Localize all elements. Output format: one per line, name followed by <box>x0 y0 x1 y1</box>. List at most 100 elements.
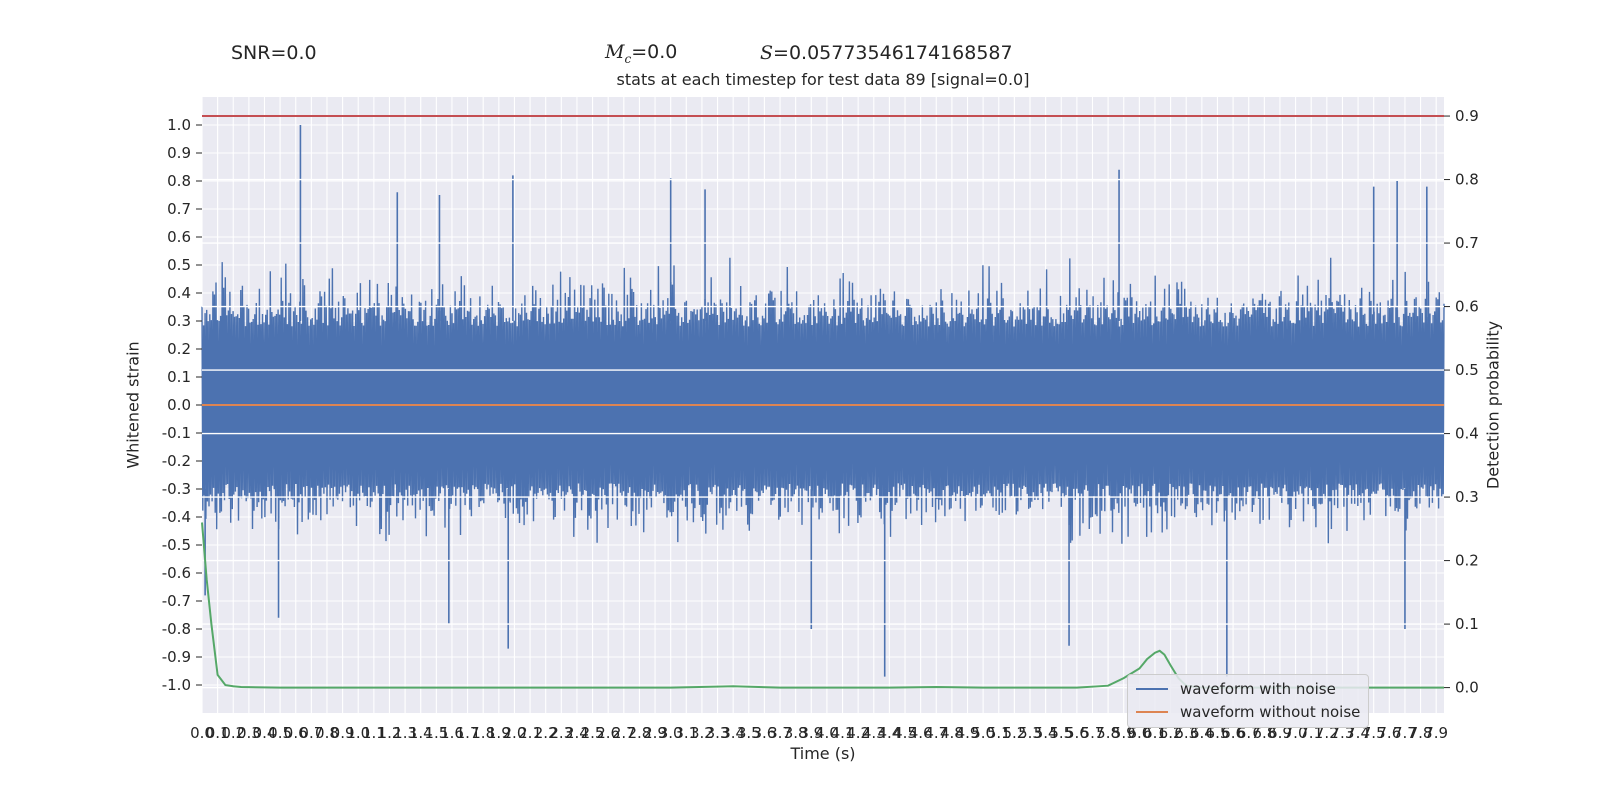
y-tick-label-right: 0.9 <box>1455 107 1479 125</box>
x-tick-label: 1.7 <box>456 724 480 742</box>
x-tick-label: 0.3 <box>237 724 261 742</box>
x-tick-label: 0.9 <box>331 724 355 742</box>
legend-item-with-noise: waveform with noise <box>1136 679 1336 699</box>
x-tick-label: 7.1 <box>1299 724 1323 742</box>
x-tick-label: 2.9 <box>643 724 667 742</box>
x-tick-label: 0.4 <box>253 724 277 742</box>
y-tick-label-left: -0.3 <box>162 480 191 498</box>
y-tick-label-left: -0.5 <box>162 536 191 554</box>
y-tick-label-left: -0.2 <box>162 452 191 470</box>
x-tick-label: 5.7 <box>1081 724 1105 742</box>
x-tick-label: 6.9 <box>1268 724 1292 742</box>
x-tick-label: 7.4 <box>1346 724 1370 742</box>
x-tick-label: 7.6 <box>1377 724 1401 742</box>
x-tick-label: 0.7 <box>299 724 323 742</box>
x-tick-label: 4.3 <box>862 724 886 742</box>
x-tick-label: 3.7 <box>768 724 792 742</box>
x-tick-label: 3.8 <box>784 724 808 742</box>
y-tick-label-left: 0.7 <box>167 200 191 218</box>
x-tick-label: 2.8 <box>628 724 652 742</box>
y-tick-label-left: -0.1 <box>162 424 191 442</box>
legend-label-without-noise: waveform without noise <box>1180 703 1361 721</box>
tick-labels: 0.00.10.20.30.40.50.60.70.80.91.01.11.21… <box>162 107 1479 742</box>
legend-swatch-without-noise <box>1136 711 1168 713</box>
x-tick-label: 6.6 <box>1221 724 1245 742</box>
x-tick-label: 1.2 <box>378 724 402 742</box>
y-tick-label-left: -1.0 <box>162 676 191 694</box>
x-tick-label: 4.1 <box>831 724 855 742</box>
y-tick-label-left: 0.5 <box>167 256 191 274</box>
y-tick-label-left: 0.1 <box>167 368 191 386</box>
x-tick-label: 2.5 <box>581 724 605 742</box>
x-tick-label: 7.8 <box>1409 724 1433 742</box>
x-tick-label: 6.7 <box>1237 724 1261 742</box>
x-tick-label: 7.0 <box>1284 724 1308 742</box>
y-tick-label-right: 0.1 <box>1455 615 1479 633</box>
y-tick-label-left: -0.6 <box>162 564 191 582</box>
x-tick-label: 3.0 <box>659 724 683 742</box>
y-tick-label-left: 0.6 <box>167 228 191 246</box>
y-tick-label-right: 0.0 <box>1455 679 1479 697</box>
x-tick-label: 3.4 <box>721 724 745 742</box>
x-tick-label: 4.5 <box>893 724 917 742</box>
y-tick-label-right: 0.6 <box>1455 298 1479 316</box>
waveform-with-noise-series <box>201 125 1445 677</box>
y-tick-label-left: 0.8 <box>167 172 191 190</box>
x-tick-label: 5.5 <box>1049 724 1073 742</box>
x-tick-label: 1.9 <box>487 724 511 742</box>
x-tick-label: 1.6 <box>440 724 464 742</box>
x-tick-label: 3.9 <box>799 724 823 742</box>
x-tick-label: 7.7 <box>1393 724 1417 742</box>
x-tick-label: 4.9 <box>956 724 980 742</box>
y-axis-title-right: Detection probability <box>1483 320 1503 490</box>
y-tick-label-left: -0.9 <box>162 648 191 666</box>
x-tick-label: 3.6 <box>752 724 776 742</box>
x-tick-label: 2.2 <box>534 724 558 742</box>
chart-title: stats at each timestep for test data 89 … <box>616 70 1030 89</box>
x-tick-label: 2.7 <box>612 724 636 742</box>
x-tick-label: 1.5 <box>424 724 448 742</box>
x-tick-label: 1.4 <box>409 724 433 742</box>
y-axis-title-left: Whitened strain <box>123 341 143 469</box>
x-tick-label: 3.1 <box>674 724 698 742</box>
legend-item-without-noise: waveform without noise <box>1136 702 1360 722</box>
x-tick-label: 1.3 <box>393 724 417 742</box>
x-tick-label: 4.0 <box>815 724 839 742</box>
x-tick-label: 4.7 <box>924 724 948 742</box>
y-tick-label-left: 0.0 <box>167 396 191 414</box>
x-axis-title: Time (s) <box>790 744 856 763</box>
x-tick-label: 0.2 <box>221 724 245 742</box>
x-tick-label: 0.5 <box>268 724 292 742</box>
y-tick-label-left: 1.0 <box>167 116 191 134</box>
y-tick-label-right: 0.2 <box>1455 552 1479 570</box>
x-tick-label: 1.0 <box>346 724 370 742</box>
x-tick-label: 5.9 <box>1112 724 1136 742</box>
x-tick-label: 1.1 <box>362 724 386 742</box>
noise-trace <box>201 257 1445 544</box>
x-tick-label: 7.3 <box>1331 724 1355 742</box>
x-tick-label: 4.2 <box>846 724 870 742</box>
x-tick-label: 1.8 <box>471 724 495 742</box>
legend-swatch-with-noise <box>1136 688 1168 690</box>
x-tick-label: 5.2 <box>1002 724 1026 742</box>
y-tick-label-left: -0.8 <box>162 620 191 638</box>
legend: waveform with noise waveform without noi… <box>1127 674 1369 728</box>
x-tick-label: 5.6 <box>1065 724 1089 742</box>
y-tick-label-right: 0.8 <box>1455 171 1479 189</box>
x-tick-label: 0.1 <box>206 724 230 742</box>
x-tick-label: 6.2 <box>1159 724 1183 742</box>
y-tick-label-right: 0.3 <box>1455 488 1479 506</box>
x-tick-label: 0.6 <box>284 724 308 742</box>
x-tick-label: 2.1 <box>518 724 542 742</box>
y-tick-label-left: -0.7 <box>162 592 191 610</box>
y-tick-label-left: 0.2 <box>167 340 191 358</box>
x-tick-label: 3.5 <box>737 724 761 742</box>
x-tick-label: 5.1 <box>987 724 1011 742</box>
x-tick-label: 2.6 <box>596 724 620 742</box>
snr-label: SNR=0.0 <box>231 42 317 64</box>
x-tick-label: 0.0 <box>190 724 214 742</box>
x-tick-label: 3.3 <box>706 724 730 742</box>
x-tick-label: 4.4 <box>877 724 901 742</box>
x-tick-label: 6.3 <box>1174 724 1198 742</box>
x-tick-label: 4.8 <box>940 724 964 742</box>
